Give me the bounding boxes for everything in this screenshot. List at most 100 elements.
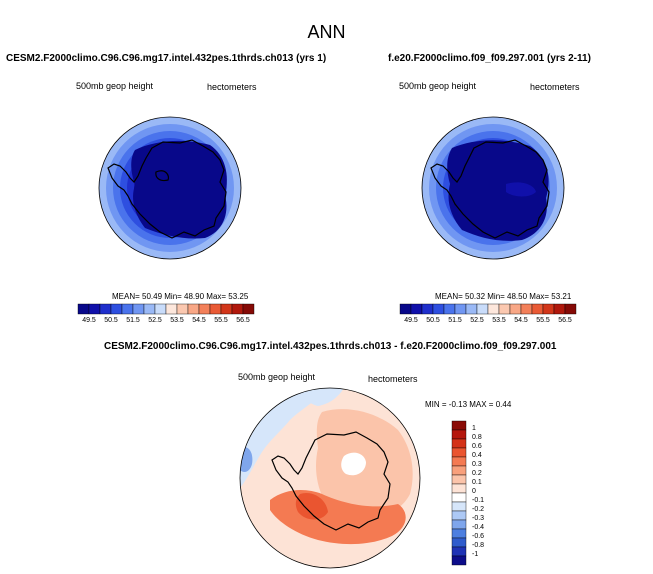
right-colorbar-tick-label: 53.5	[492, 317, 506, 324]
left-colorbar-tick-label: 51.5	[126, 317, 140, 324]
left-colorbar-swatch	[231, 303, 244, 315]
diff-colorbar-swatch	[451, 555, 467, 566]
diff-negative-patch-north	[300, 388, 345, 406]
diff-colorbar-swatch	[451, 528, 467, 539]
right-colorbar-swatch	[564, 303, 577, 315]
page-title: ANN	[307, 22, 346, 42]
diff-polar-map	[239, 387, 421, 569]
right-antarctica-coastline	[430, 139, 550, 239]
right-colorbar-swatch	[465, 303, 478, 315]
right-polar-map	[421, 116, 565, 260]
right-interior-low-contour	[447, 140, 549, 241]
left-colorbar-tick-label: 55.5	[214, 317, 228, 324]
left-colorbar-tick-label: 56.5	[236, 317, 250, 324]
left-colorbar-swatch	[209, 303, 222, 315]
diff-map-border	[239, 387, 421, 569]
right-colorbar-swatch	[531, 303, 544, 315]
right-colorbar-swatch	[553, 303, 566, 315]
left-colorbar-swatch	[132, 303, 145, 315]
diff-colorbar-tick-label: 1	[472, 425, 476, 432]
left-colorbar-swatch	[99, 303, 112, 315]
right-colorbar-tick-label: 49.5	[404, 317, 418, 324]
left-colorbar-swatch	[121, 303, 134, 315]
right-stats: MEAN= 50.32 Min= 48.50 Max= 53.21	[435, 292, 572, 301]
right-colorbar-swatch	[498, 303, 511, 315]
diff-colorbar-swatch	[451, 420, 467, 431]
right-variable-label: 500mb geop height	[399, 81, 477, 91]
left-colorbar-swatch	[242, 303, 255, 315]
right-colorbar-swatch	[443, 303, 456, 315]
diff-colorbar-swatch	[451, 510, 467, 521]
diff-stats: MIN = -0.13 MAX = 0.44	[425, 400, 512, 409]
left-case-title: CESM2.F2000climo.C96.C96.mg17.intel.432p…	[6, 53, 327, 64]
left-colorbar-swatch	[143, 303, 156, 315]
left-colorbar-swatch	[165, 303, 178, 315]
left-colorbar-swatch	[154, 303, 167, 315]
diff-colorbar-swatch	[451, 492, 467, 503]
right-colorbar-tick-label: 50.5	[426, 317, 440, 324]
diff-antarctica-coastline	[271, 431, 391, 531]
right-colorbar-swatch	[399, 303, 412, 315]
diff-colorbar-tick-label: -0.3	[472, 515, 485, 522]
left-colorbar-swatch	[198, 303, 211, 315]
left-colorbar-tick-label: 52.5	[148, 317, 162, 324]
left-colorbar-swatch	[77, 303, 90, 315]
right-units-label: hectometers	[530, 82, 580, 92]
diff-colorbar-swatch	[451, 474, 467, 485]
left-colorbar-swatch	[176, 303, 189, 315]
left-colorbar-tick-label: 50.5	[104, 317, 118, 324]
diff-colorbar-tick-label: -0.2	[472, 506, 485, 513]
diff-colorbar-swatch	[451, 465, 467, 476]
right-colorbar-swatch	[487, 303, 500, 315]
diff-colorbar-tick-label: 0.2	[472, 470, 482, 477]
right-colorbar-swatch	[432, 303, 445, 315]
left-stats: MEAN= 50.49 Min= 48.90 Max= 53.25	[112, 292, 249, 301]
left-colorbar-swatch	[88, 303, 101, 315]
left-units-label: hectometers	[207, 82, 257, 92]
left-colorbar-tick-label: 54.5	[192, 317, 206, 324]
right-colorbar-tick-label: 51.5	[448, 317, 462, 324]
diff-colorbar-swatch	[451, 438, 467, 449]
left-colorbar-swatch	[110, 303, 123, 315]
right-case-title: f.e20.F2000climo.f09_f09.297.001 (yrs 2-…	[388, 53, 591, 64]
right-colorbar-swatch	[454, 303, 467, 315]
diff-colorbar-tick-label: -1	[472, 551, 479, 558]
left-interior-low-contour	[131, 140, 227, 239]
diff-colorbar-tick-label: 0.6	[472, 443, 482, 450]
left-polar-map	[98, 116, 242, 260]
diff-case-title: CESM2.F2000climo.C96.C96.mg17.intel.432p…	[104, 341, 557, 352]
right-colorbar-tick-label: 56.5	[558, 317, 572, 324]
diff-colorbar-swatch	[451, 519, 467, 530]
diff-colorbar-swatch	[451, 537, 467, 548]
diff-colorbar-swatch	[451, 501, 467, 512]
left-colorbar-swatch	[220, 303, 233, 315]
diff-colorbar-tick-label: -0.4	[472, 524, 485, 531]
right-colorbar-swatch	[542, 303, 555, 315]
left-map-border	[98, 116, 242, 260]
right-colorbar-swatch	[410, 303, 423, 315]
diff-colorbar-swatch	[451, 546, 467, 557]
diff-colorbar-tick-label: 0.4	[472, 452, 482, 459]
left-colorbar-tick-label: 49.5	[82, 317, 96, 324]
left-colorbar-swatch	[187, 303, 200, 315]
diff-colorbar-swatch	[451, 447, 467, 458]
right-map-border	[421, 116, 565, 260]
left-antarctica-coastline	[107, 139, 227, 239]
diff-positive-core-south	[295, 492, 328, 520]
right-colorbar-tick-label: 55.5	[536, 317, 550, 324]
diff-colorbar-swatch	[451, 483, 467, 494]
left-variable-label: 500mb geop height	[76, 81, 154, 91]
diff-colorbar-tick-label: -0.1	[472, 497, 485, 504]
diff-variable-label: 500mb geop height	[238, 372, 316, 382]
diff-colorbar-tick-label: 0	[472, 488, 476, 495]
right-colorbar-tick-label: 54.5	[514, 317, 528, 324]
right-colorbar-tick-label: 52.5	[470, 317, 484, 324]
diff-colorbar-swatch	[451, 429, 467, 440]
diff-colorbar-tick-label: 0.8	[472, 434, 482, 441]
diff-colorbar-tick-label: 0.1	[472, 479, 482, 486]
diff-colorbar-tick-label: -0.8	[472, 542, 485, 549]
diff-positive-core-east	[341, 452, 366, 476]
right-colorbar-swatch	[520, 303, 533, 315]
left-colorbar-tick-label: 53.5	[170, 317, 184, 324]
left-colorbar	[77, 303, 255, 315]
